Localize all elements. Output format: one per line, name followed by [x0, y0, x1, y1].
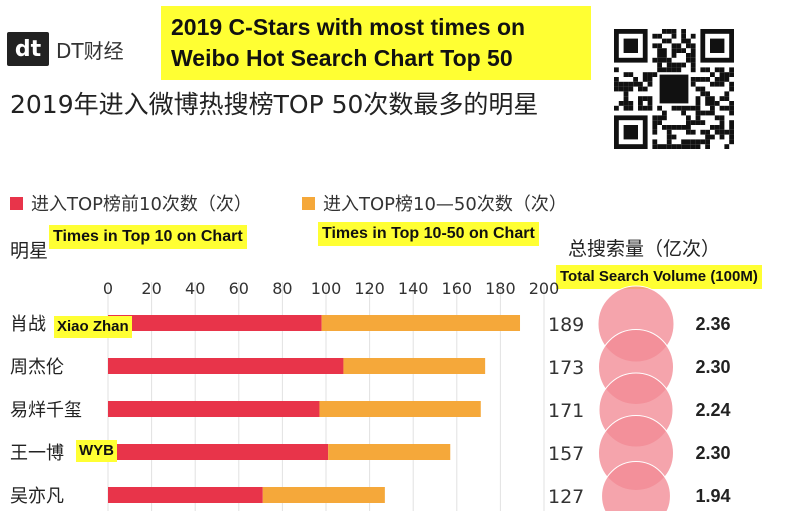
legend-label-top10: 进入TOP榜前10次数（次）: [31, 194, 252, 215]
x-tick-label: 140: [398, 279, 429, 298]
x-tick-label: 120: [354, 279, 385, 298]
search-volume-bubble: [601, 461, 671, 511]
category-label: 肖战: [10, 314, 46, 335]
bar-top10-50: [343, 358, 486, 374]
x-tick-label: 200: [529, 279, 560, 298]
search-volume-label: 2.24: [695, 400, 730, 420]
annotation-top10-50: Times in Top 10-50 on Chart: [318, 222, 539, 246]
qr-code-icon: [614, 29, 734, 149]
dt-finance-logo: dt DT财经: [7, 30, 157, 68]
x-tick-label: 20: [141, 279, 161, 298]
x-tick-label: 40: [185, 279, 205, 298]
bar-top10: [108, 401, 320, 417]
logo-text: DT财经: [56, 38, 124, 63]
search-volume-label: 2.30: [695, 443, 730, 463]
annotation-top10: Times in Top 10 on Chart: [49, 225, 247, 249]
legend-item-top10: 进入TOP榜前10次数（次）: [10, 190, 252, 216]
bar-chart: 0 20 40 60 80 100 120 140 160 180 200 肖战 189 2.36 周杰伦 1…: [10, 279, 731, 511]
x-tick-label: 60: [229, 279, 249, 298]
x-tick-label: 0: [103, 279, 113, 298]
bar-top10-50: [319, 401, 481, 417]
logo-mark: dt: [7, 32, 49, 66]
category-label: 周杰伦: [10, 357, 64, 378]
search-volume-label: 1.94: [695, 486, 730, 506]
bar-top10-50: [321, 315, 521, 331]
x-tick-label: 180: [485, 279, 516, 298]
x-tick-label: 80: [272, 279, 292, 298]
annotation-wyb: WYB: [76, 440, 117, 462]
total-label: 189: [548, 314, 584, 336]
legend-item-top10-50: 进入TOP榜10—50次数（次）: [302, 190, 567, 216]
category-label: 易烊千玺: [10, 400, 82, 421]
legend-label-top10-50: 进入TOP榜10—50次数（次）: [323, 194, 567, 215]
bar-top10: [108, 444, 329, 460]
category-label: 吴亦凡: [10, 486, 64, 507]
english-title-highlight: 2019 C-Stars with most times on Weibo Ho…: [161, 6, 591, 80]
bar-top10-50: [262, 487, 385, 503]
annotation-total-search: Total Search Volume (100M): [556, 265, 762, 289]
total-label: 173: [548, 357, 584, 379]
bar-top10: [108, 487, 263, 503]
bar-top10-50: [328, 444, 451, 460]
chinese-title: 2019年进入微博热搜榜TOP 50次数最多的明星: [10, 90, 539, 119]
legend-swatch-top10: [10, 196, 23, 210]
x-tick-label: 100: [311, 279, 342, 298]
star-column-header: 明星: [10, 240, 49, 262]
annotation-xiao-zhan: Xiao Zhan: [54, 316, 132, 338]
x-tick-label: 160: [442, 279, 473, 298]
total-label: 157: [548, 443, 584, 465]
category-label: 王一博: [10, 443, 64, 464]
legend-swatch-top10-50: [302, 196, 315, 210]
search-volume-label: 2.30: [695, 357, 730, 377]
total-label: 171: [548, 400, 584, 422]
total-search-header: 总搜索量（亿次）: [568, 238, 721, 260]
search-volume-label: 2.36: [695, 314, 730, 334]
bar-top10: [108, 358, 344, 374]
bar-top10: [108, 315, 322, 331]
english-title: 2019 C-Stars with most times on Weibo Ho…: [171, 14, 526, 71]
total-label: 127: [548, 486, 584, 508]
